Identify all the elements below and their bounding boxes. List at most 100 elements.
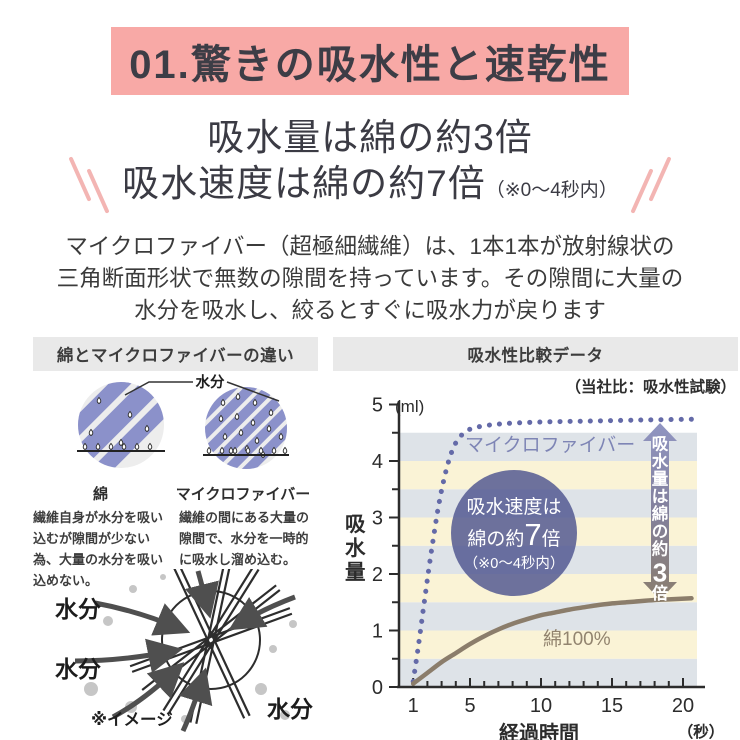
x-tick-label: 10	[530, 695, 552, 717]
water-droplet-icon	[84, 682, 98, 696]
intro-line: 水分を吸水し、絞るとすぐに吸水力が戻ります	[134, 297, 606, 323]
series-label: マイクロファイバー	[465, 434, 635, 456]
water-drop-icon	[268, 408, 274, 416]
absorption-chart-header: 吸水性比較データ	[333, 336, 738, 371]
moisture-arrows	[74, 570, 296, 733]
headline-line1: 吸水量は綿の約3倍	[207, 117, 533, 158]
water-drop-icon	[245, 446, 251, 454]
arrow-note-char: 約	[652, 538, 669, 558]
water-drop-icon	[220, 398, 226, 406]
water-drop-icon	[82, 442, 88, 450]
water-droplet-icon	[289, 620, 297, 628]
arrow-note-char: は	[652, 488, 669, 506]
x-axis-title: 経過時間	[499, 721, 579, 740]
x-tick-label: 1	[408, 695, 419, 717]
fiber-cross-circle	[161, 590, 261, 690]
headline-block: 吸水量は綿の約3倍 吸水速度は綿の約7倍（※0〜4秒内）	[0, 115, 740, 219]
moisture-pointer-left	[124, 381, 193, 396]
water-drop-icon	[222, 432, 228, 440]
series-cotton	[410, 595, 694, 686]
intro-paragraph: マイクロファイバー（超極細繊維）は、1本1本が放射線状の 三角断面形状で無数の隙…	[0, 231, 740, 327]
water-drop-icon	[235, 392, 241, 400]
intro-line: 三角断面形状で無数の隙間を持っています。その隙間に大量の	[56, 265, 684, 291]
x-tick-label: 15	[601, 695, 623, 717]
water-droplet-icon	[255, 683, 267, 695]
water-drop-icon	[108, 442, 114, 450]
fiber-strand-line	[173, 569, 246, 719]
y-tick-label: 2	[372, 564, 383, 586]
fiber-difference-header: 綿とマイクロファイバーの違い	[33, 336, 318, 371]
water-drop-icon	[206, 446, 212, 454]
fiber-descs-row: 繊維自身が水分を吸い込むが隙間が少ない為、大量の水分を吸い込めない。 繊維の間に…	[33, 507, 318, 591]
fiber-names-row: 綿 マイクロファイバー	[33, 483, 318, 504]
water-drop-icons	[82, 392, 288, 458]
moisture-pointer-right	[226, 381, 280, 402]
cotton-name: 綿	[92, 485, 108, 503]
water-drop-icon	[147, 442, 153, 450]
series-label: 綿100%	[543, 628, 611, 650]
headline-line2-text: 吸水速度は綿の約7倍	[122, 163, 486, 205]
fiber-circles-diagram: 水分	[77, 373, 289, 469]
y-tick-label: 4	[372, 451, 383, 473]
y-tick-label: 0	[372, 677, 383, 699]
water-droplet-icon	[129, 585, 137, 593]
speed-note-line1: 吸水速度は	[466, 496, 561, 518]
section-banner: 01.驚きの吸水性と速乾性	[111, 27, 629, 95]
speed-note-line3: （※0〜4秒内）	[464, 555, 565, 572]
y-tick-label: 5	[372, 395, 383, 417]
arrow-note-char: 吸	[652, 435, 669, 453]
speed-note-circle	[451, 469, 577, 596]
arrow-note-char: 倍	[652, 583, 669, 603]
y-axis-title-char: 吸	[345, 513, 366, 536]
cotton-desc: 繊維自身が水分を吸い込むが隙間が少ない為、大量の水分を吸い込めない。	[33, 509, 164, 588]
microfiber-stripes	[205, 386, 287, 469]
water-drop-icon	[218, 414, 224, 422]
chart-band	[399, 630, 697, 659]
moisture-label: 水分	[267, 696, 313, 722]
comparison-note: （当社比：吸水性試験）	[565, 378, 736, 396]
fiber-difference-panel: 綿とマイクロファイバーの違い	[33, 336, 318, 740]
microfiber-desc: 繊維の間にある大量の隙間で、水分を一時的に吸水し溜め込む。	[179, 509, 310, 567]
series-microfiber	[410, 416, 694, 684]
chart-band	[399, 602, 697, 631]
arrow-note-char: 綿	[652, 503, 669, 523]
water-drop-icon	[258, 446, 264, 454]
headline-line2: 吸水速度は綿の約7倍（※0〜4秒内）	[0, 161, 740, 207]
water-drop-icon	[134, 442, 140, 450]
water-drop-icon	[121, 442, 127, 450]
arrow-note-char: 量	[652, 469, 669, 488]
water-drop-icon	[95, 442, 101, 450]
speed-note-line2: 綿の約7倍	[467, 517, 560, 552]
microfiber-name: マイクロファイバー	[175, 485, 311, 503]
water-drop-icon	[234, 412, 240, 420]
x-tick-label: 20	[672, 695, 694, 717]
intro-line: マイクロファイバー（超極細繊維）は、1本1本が放射線状の	[65, 234, 675, 259]
water-drop-icon	[250, 418, 256, 426]
water-drop-icon	[228, 446, 234, 454]
water-drop-icon	[266, 424, 272, 432]
water-drop-icon	[254, 436, 260, 444]
moisture-label: 水分	[196, 373, 225, 391]
water-drop-icon	[232, 446, 238, 454]
water-drop-icon	[271, 446, 277, 454]
image-disclaimer: ※イメージ	[91, 711, 173, 729]
water-drop-icon	[252, 398, 258, 406]
water-drop-icon	[144, 424, 150, 432]
x-axis-unit: （秒）	[678, 722, 725, 740]
absorption-chart-panel: 吸水性比較データ （当社比：吸水性試験） 0 1 2 3 4 5 (ml) 吸水量 1 5 10 15…	[333, 336, 738, 740]
x-tick-label: 5	[464, 695, 475, 717]
moisture-label: 水分	[55, 656, 101, 682]
arrow-note-char: の	[652, 523, 669, 541]
water-drop-icon	[278, 432, 284, 440]
water-droplet-icon	[160, 574, 166, 580]
water-droplet-icon	[269, 645, 277, 653]
arrow-note-char: 水	[652, 451, 669, 471]
water-drop-icon	[88, 428, 94, 436]
water-drop-icon	[127, 410, 133, 418]
y-tick-label: 3	[372, 507, 383, 529]
absorption-amount-arrow	[643, 422, 677, 600]
fiber-cross-section-diagram: 水分 水分 水分 ※イメージ	[55, 569, 313, 733]
moisture-label: 水分	[55, 596, 101, 622]
